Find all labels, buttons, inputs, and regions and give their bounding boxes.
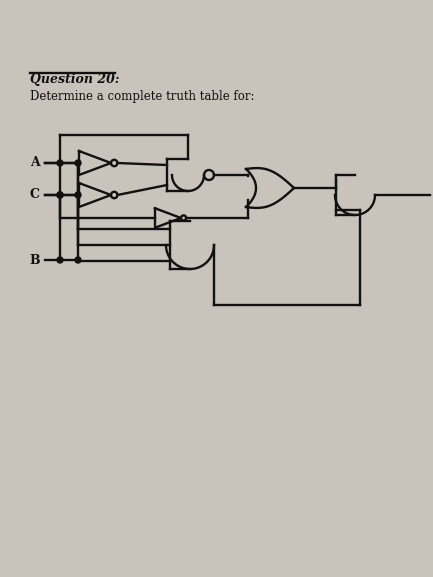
Circle shape [57, 257, 63, 263]
Text: B: B [29, 253, 40, 267]
Circle shape [57, 160, 63, 166]
Text: C: C [30, 189, 40, 201]
Text: A: A [30, 156, 40, 170]
Circle shape [57, 192, 63, 198]
Text: Determine a complete truth table for:: Determine a complete truth table for: [30, 90, 255, 103]
Circle shape [75, 257, 81, 263]
Circle shape [75, 192, 81, 198]
Circle shape [75, 160, 81, 166]
Text: Question 20:: Question 20: [30, 73, 120, 86]
Circle shape [57, 192, 63, 198]
